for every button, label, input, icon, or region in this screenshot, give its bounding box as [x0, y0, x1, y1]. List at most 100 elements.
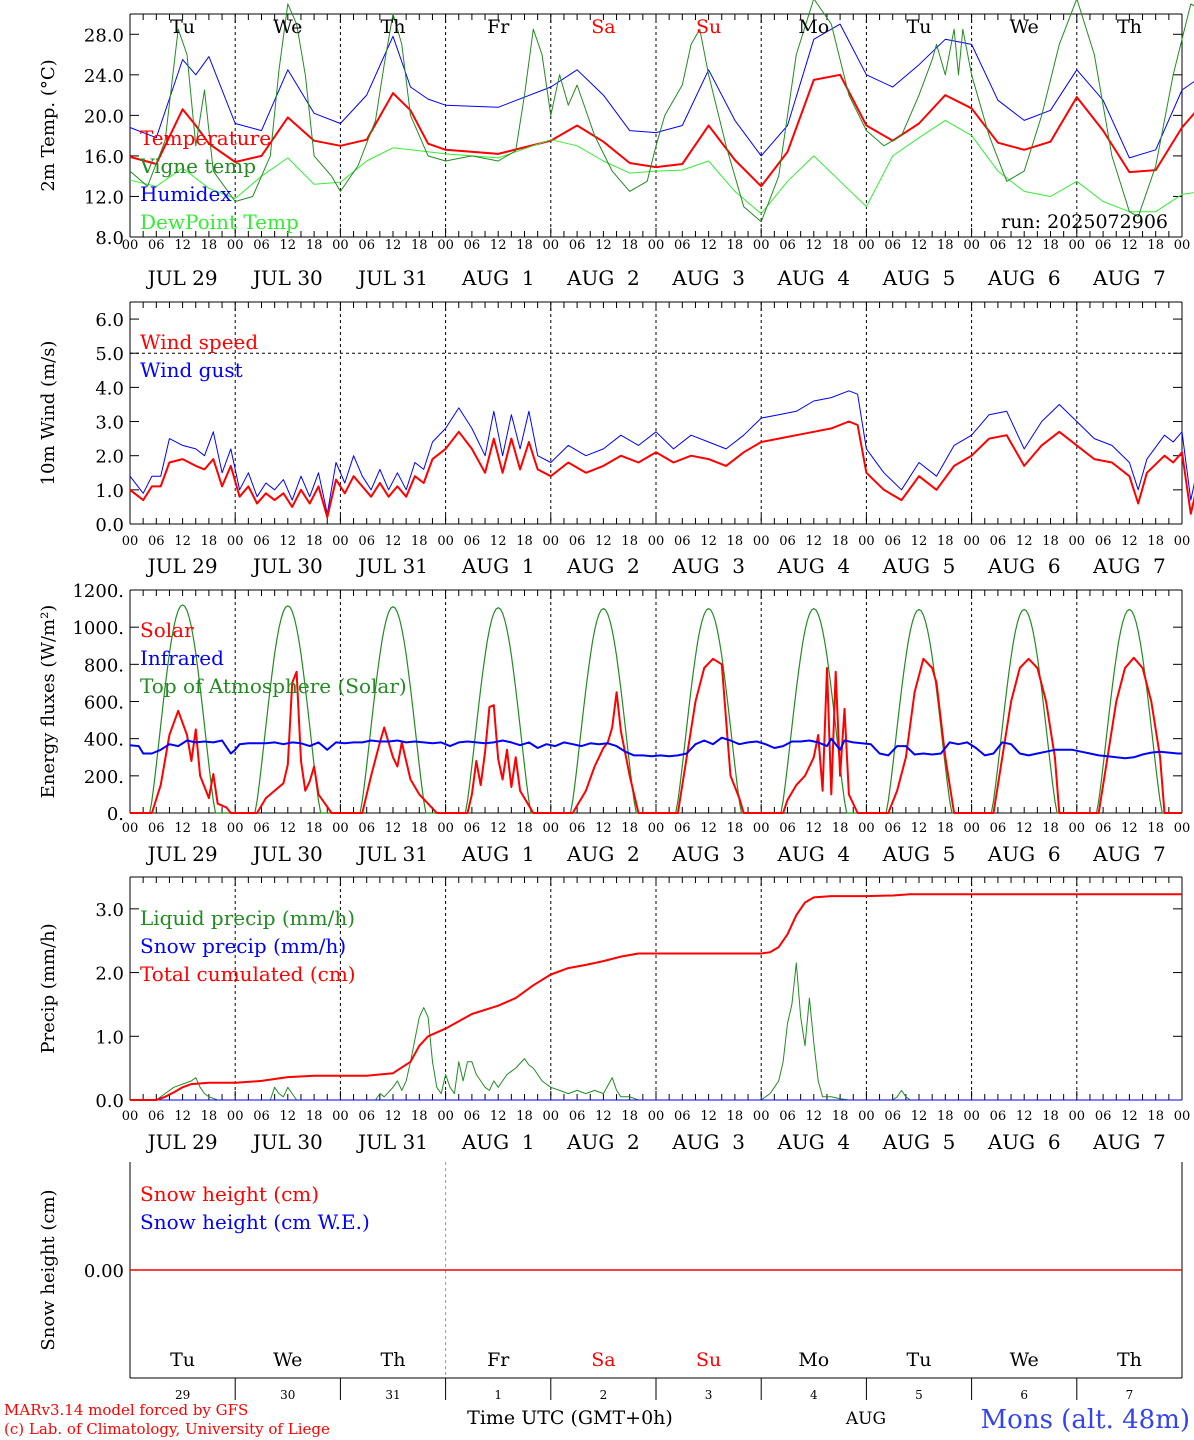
hour-tick-label: 12: [490, 238, 507, 253]
hour-tick-label: 06: [990, 821, 1007, 836]
hour-tick-label: 06: [674, 534, 691, 549]
footer-model-credit: MARv3.14 model forced by GFS: [4, 1401, 248, 1419]
hour-tick-label: 18: [1042, 534, 1059, 549]
x-axis-label: Time UTC (GMT+0h): [467, 1407, 673, 1429]
hour-tick-label: 18: [937, 534, 954, 549]
hour-tick-label: 12: [280, 1109, 297, 1124]
hour-tick-label: 00: [1174, 238, 1191, 253]
legend-entry: Infrared: [140, 646, 224, 670]
date-label: AUG 6: [987, 266, 1061, 290]
weekday-label: Sa: [591, 1349, 615, 1371]
hour-tick-label: 18: [411, 238, 428, 253]
hour-tick-label: 06: [253, 1109, 270, 1124]
hour-tick-label: 00: [858, 238, 875, 253]
series-line: [129, 736, 1182, 760]
hour-tick-label: 18: [832, 1109, 849, 1124]
legend-entry: Vigne temp: [139, 154, 256, 178]
hour-tick-label: 12: [1121, 238, 1138, 253]
weekday-label: Tu: [907, 16, 932, 38]
series-line: [130, 962, 1182, 1101]
series-line: [129, 390, 1194, 515]
date-label: JUL 31: [356, 1130, 428, 1154]
hour-tick-label: 00: [543, 534, 560, 549]
hour-tick-label: 12: [385, 1109, 402, 1124]
hour-tick-label: 00: [648, 534, 665, 549]
hour-tick-label: 12: [1016, 534, 1033, 549]
hour-tick-label: 12: [385, 238, 402, 253]
hour-tick-label: 00: [648, 238, 665, 253]
hour-tick-label: 18: [306, 1109, 323, 1124]
hour-tick-label: 06: [674, 238, 691, 253]
hour-tick-label: 12: [280, 238, 297, 253]
date-label: AUG 7: [1092, 1130, 1166, 1154]
hour-tick-label: 12: [806, 238, 823, 253]
weekday-label: Th: [1117, 1349, 1142, 1371]
date-label: AUG 1: [461, 266, 535, 290]
date-label: JUL 31: [356, 842, 428, 866]
hour-tick-label: 00: [1174, 1109, 1191, 1124]
hour-tick-label: 06: [569, 238, 586, 253]
hour-tick-label: 00: [437, 1109, 454, 1124]
hour-tick-label: 00: [227, 1109, 244, 1124]
y-tick-label: 24.0: [84, 66, 124, 87]
hour-tick-label: 00: [1069, 1109, 1086, 1124]
hour-tick-label: 06: [464, 238, 481, 253]
y-tick-label: 0.0: [95, 1091, 124, 1112]
hour-tick-label: 12: [911, 238, 928, 253]
date-label: AUG 5: [882, 1130, 956, 1154]
hour-tick-label: 06: [253, 821, 270, 836]
legend-entry: Solar: [140, 618, 194, 642]
hour-tick-label: 18: [621, 238, 638, 253]
date-label: AUG 3: [671, 1130, 745, 1154]
hour-tick-label: 06: [779, 1109, 796, 1124]
series-line: [129, 420, 1194, 519]
legend-entry: Humidex: [140, 182, 232, 206]
hour-tick-label: 12: [700, 821, 717, 836]
hour-tick-label: 06: [358, 238, 375, 253]
hour-tick-label: 18: [201, 821, 218, 836]
hour-tick-label: 18: [516, 1109, 533, 1124]
hour-tick-label: 06: [1095, 821, 1112, 836]
hour-tick-label: 00: [227, 821, 244, 836]
hour-tick-label: 00: [858, 1109, 875, 1124]
hour-tick-label: 18: [621, 821, 638, 836]
weekday-label: We: [1010, 16, 1039, 38]
hour-tick-label: 12: [490, 534, 507, 549]
y-tick-label: 20.0: [84, 106, 124, 127]
run-label: run: 2025072906: [1001, 211, 1168, 233]
date-label: AUG 7: [1092, 266, 1166, 290]
y-axis-label: Precip (mm/h): [38, 923, 59, 1053]
y-axis-label: Energy fluxes (W/m²): [38, 605, 59, 799]
hour-tick-label: 12: [1121, 1109, 1138, 1124]
hour-tick-label: 00: [437, 238, 454, 253]
date-label: JUL 29: [146, 554, 218, 578]
station-label: Mons (alt. 48m): [981, 1405, 1190, 1435]
hour-tick-label: 18: [516, 534, 533, 549]
hour-tick-label: 00: [332, 534, 349, 549]
date-label: AUG 7: [1092, 842, 1166, 866]
hour-tick-label: 06: [358, 821, 375, 836]
hour-tick-label: 18: [201, 238, 218, 253]
y-tick-label: 4.0: [95, 378, 124, 399]
hour-tick-label: 18: [832, 238, 849, 253]
hour-tick-label: 12: [174, 238, 191, 253]
hour-tick-label: 06: [1095, 238, 1112, 253]
weekday-label: Su: [696, 1349, 721, 1371]
hour-tick-label: 18: [727, 238, 744, 253]
date-label: JUL 29: [146, 842, 218, 866]
hour-tick-label: 00: [963, 238, 980, 253]
day-number-label: 4: [810, 1388, 818, 1402]
weekday-label: Th: [1117, 16, 1142, 38]
hour-tick-label: 00: [332, 1109, 349, 1124]
hour-tick-label: 12: [1016, 821, 1033, 836]
hour-tick-label: 12: [174, 534, 191, 549]
month-label: AUG: [845, 1409, 886, 1429]
hour-tick-label: 06: [990, 534, 1007, 549]
y-tick-label: 3.0: [95, 900, 124, 921]
hour-tick-label: 18: [832, 534, 849, 549]
y-tick-label: 0.0: [95, 515, 124, 536]
hour-tick-label: 18: [727, 1109, 744, 1124]
hour-tick-label: 18: [1147, 238, 1164, 253]
hour-tick-label: 12: [385, 821, 402, 836]
